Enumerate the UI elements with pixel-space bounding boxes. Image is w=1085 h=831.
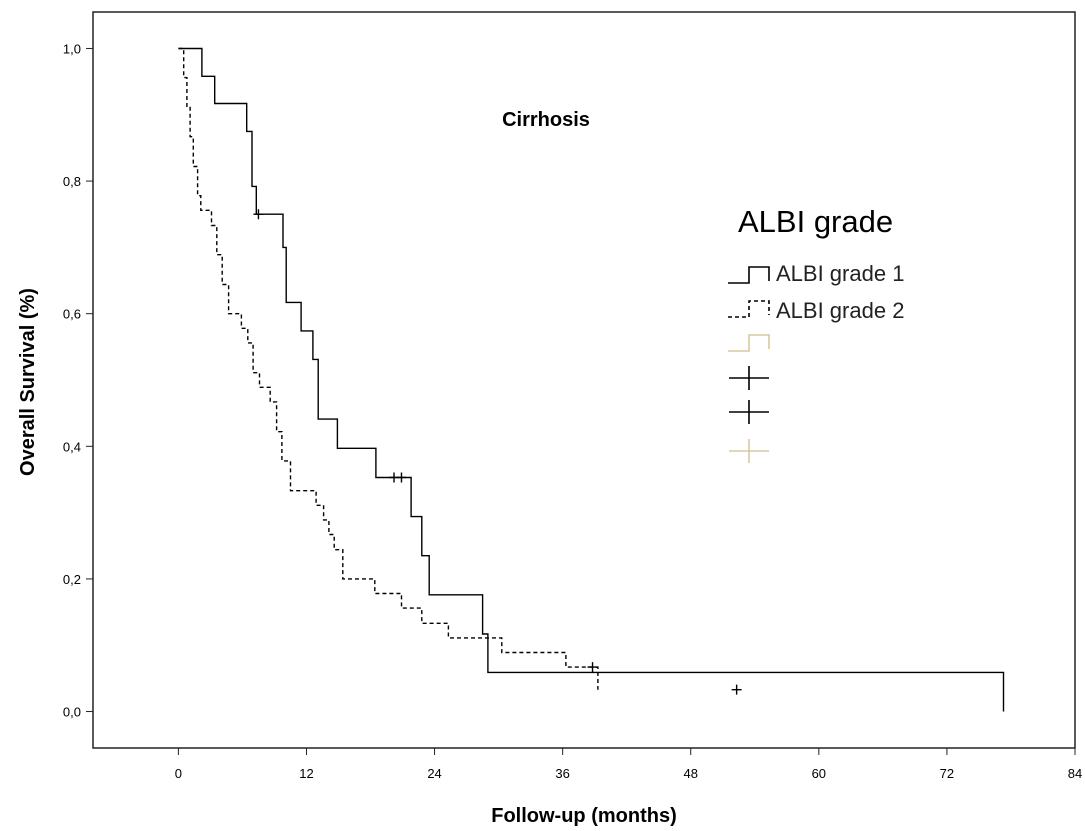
x-tick-label: 60 — [812, 766, 826, 781]
legend-label-grade-1: ALBI grade 1 — [776, 261, 904, 286]
censor-mark — [731, 684, 742, 695]
y-tick-label: 0,4 — [63, 439, 81, 454]
legend-cross-symbol — [729, 400, 769, 424]
x-axis-title: Follow-up (months) — [491, 805, 677, 827]
x-tick-label: 0 — [175, 766, 182, 781]
legend-symbols — [728, 266, 770, 463]
legend: ALBI grade ALBI grade 1 ALBI grade 2 — [728, 204, 904, 463]
legend-label-grade-2: ALBI grade 2 — [776, 298, 904, 323]
x-tick-label: 12 — [299, 766, 313, 781]
censor-mark — [587, 662, 598, 673]
y-tick-label: 0,0 — [63, 705, 81, 720]
censor-mark — [253, 209, 264, 220]
legend-step-symbol — [728, 334, 770, 352]
y-tick-label: 0,8 — [63, 174, 81, 189]
x-tick-label: 72 — [940, 766, 954, 781]
x-tick-label: 48 — [684, 766, 698, 781]
series-line-1 — [178, 47, 1005, 712]
series-layer — [178, 47, 1005, 712]
y-axis-title: Overall Survival (%) — [17, 288, 39, 476]
y-tick-label: 1,0 — [63, 41, 81, 56]
series-line-2 — [178, 47, 599, 690]
legend-step-symbol — [728, 266, 770, 284]
x-tick-label: 24 — [427, 766, 441, 781]
x-tick-label: 36 — [555, 766, 569, 781]
cirrhosis-annotation: Cirrhosis — [502, 109, 590, 131]
censor-mark — [396, 472, 407, 483]
legend-cross-symbol — [729, 439, 769, 463]
x-tick-label: 84 — [1068, 766, 1082, 781]
y-axis-ticks: 0,0 0,2 0,4 0,6 0,8 1,0 — [63, 41, 93, 720]
x-axis-ticks: 0 12 24 36 48 60 72 84 — [175, 748, 1082, 781]
legend-step-symbol — [728, 300, 770, 318]
plot-frame — [92, 11, 1076, 749]
y-tick-label: 0,2 — [63, 572, 81, 587]
legend-cross-symbol — [729, 366, 769, 390]
legend-title: ALBI grade — [738, 204, 893, 239]
y-tick-label: 0,6 — [63, 307, 81, 322]
